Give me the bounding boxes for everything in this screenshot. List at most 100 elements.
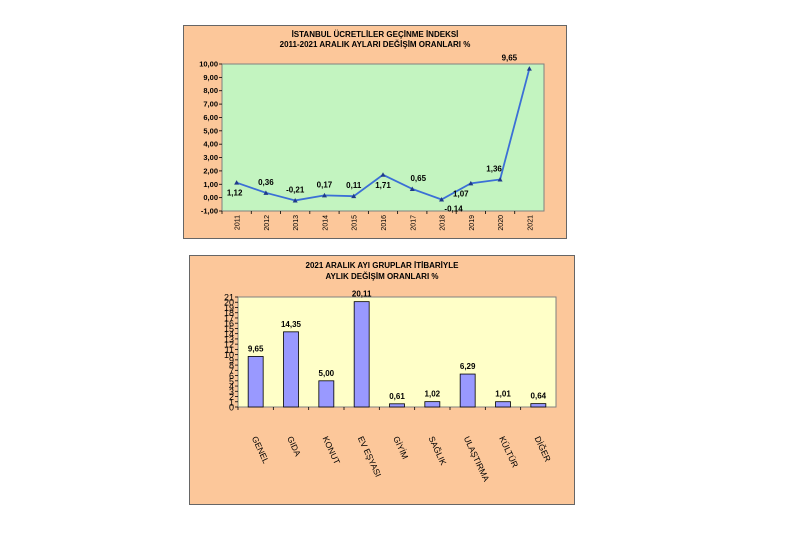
y-tick-label: 5 <box>229 376 234 386</box>
y-tick-label: 9 <box>229 355 234 365</box>
data-label: 1,01 <box>495 390 511 399</box>
data-point-marker <box>351 193 357 199</box>
data-point-marker <box>409 186 415 191</box>
y-tick-label: 14 <box>224 329 234 339</box>
y-tick-label: 15 <box>224 324 234 334</box>
y-tick-label: 18 <box>224 308 234 318</box>
data-label: 0,17 <box>317 180 333 189</box>
y-tick-label: 12 <box>224 340 234 350</box>
data-label: 0,65 <box>410 174 426 183</box>
data-label: -0,14 <box>444 205 463 214</box>
data-label: 9,65 <box>502 54 518 63</box>
y-tick-label: 8 <box>229 361 234 371</box>
x-tick-label: GENEL <box>250 435 271 466</box>
y-tick-label: 19 <box>224 303 234 313</box>
data-label: 14,35 <box>281 320 302 329</box>
x-tick-label: 2017 <box>410 215 417 231</box>
y-tick-label: 11 <box>225 345 234 355</box>
data-label: 1,02 <box>425 390 441 399</box>
y-tick-label: 3,00 <box>203 153 218 162</box>
y-tick-label: 7,00 <box>203 100 218 109</box>
bar <box>318 380 335 408</box>
x-tick-label: GİYİM <box>391 435 410 461</box>
data-point-marker <box>321 192 327 198</box>
chart-title: 2021 ARALIK AYI GRUPLAR İTİBARİYLE <box>305 261 459 270</box>
data-label: 0,64 <box>531 392 547 401</box>
data-label: 1,12 <box>227 189 243 198</box>
data-label: 9,65 <box>248 344 264 353</box>
x-tick-label: 2012 <box>264 215 271 231</box>
y-tick-label: 3 <box>229 387 234 397</box>
data-label: 0,61 <box>389 392 405 401</box>
data-point-marker <box>468 180 474 186</box>
y-tick-label: 10 <box>224 350 234 360</box>
bar <box>353 301 370 408</box>
data-point-marker <box>263 190 269 195</box>
x-tick-label: SAĞLIK <box>427 435 449 467</box>
data-label: 1,07 <box>453 189 469 198</box>
y-tick-label: 1,00 <box>203 180 218 189</box>
x-tick-label: GIDA <box>285 435 303 458</box>
x-tick-label: 2013 <box>293 215 300 231</box>
data-label: 20,11 <box>352 290 372 299</box>
x-tick-label: 2015 <box>352 215 359 231</box>
x-tick-label: KONUT <box>321 435 343 466</box>
data-label: -0,21 <box>286 185 305 194</box>
y-tick-label: 6,00 <box>203 113 218 122</box>
y-tick-label: 7 <box>229 366 234 376</box>
y-tick-label: 17 <box>224 313 234 323</box>
y-tick-label: 16 <box>224 319 234 329</box>
data-point-marker <box>292 197 298 203</box>
y-tick-label: 9,00 <box>203 73 218 82</box>
data-label: 5,00 <box>319 369 335 378</box>
x-tick-label: ULAŞTIRMA <box>462 435 492 484</box>
data-label: 0,11 <box>346 181 362 190</box>
plot-area <box>221 63 545 212</box>
x-tick-label: DİĞER <box>533 435 553 464</box>
x-tick-label: 2020 <box>498 215 505 231</box>
y-tick-label: 13 <box>224 334 234 344</box>
data-point-marker <box>526 66 532 71</box>
x-tick-label: 2011 <box>235 215 242 230</box>
x-tick-label: KÜLTÜR <box>497 435 520 469</box>
y-tick-label: 8,00 <box>203 86 218 95</box>
y-tick-label: -1,00 <box>201 207 218 216</box>
group-change-bar-chart: 2021 ARALIK AYI GRUPLAR İTİBARİYLE AYLIK… <box>189 255 575 505</box>
y-tick-label: 5,00 <box>203 126 218 135</box>
data-point-marker <box>234 180 240 185</box>
data-label: 0,36 <box>258 178 274 187</box>
chart-title: İSTANBUL ÜCRETLİLER GEÇİNME İNDEKSİ <box>291 30 459 39</box>
y-tick-label: 10,00 <box>199 60 218 69</box>
y-tick-label: 2,00 <box>203 166 218 175</box>
data-label: 6,29 <box>460 362 476 371</box>
bar <box>389 403 405 408</box>
data-point-marker <box>380 172 386 177</box>
bar <box>459 373 476 408</box>
x-tick-label: 2016 <box>381 215 388 231</box>
data-point-marker <box>439 197 445 202</box>
x-tick-label: 2018 <box>440 215 447 231</box>
x-tick-label: 2019 <box>469 215 476 231</box>
y-tick-label: 2 <box>229 392 234 402</box>
x-tick-label: 2021 <box>527 215 534 231</box>
cost-of-living-line-chart: İSTANBUL ÜCRETLİLER GEÇİNME İNDEKSİ 2011… <box>183 25 567 239</box>
x-tick-label: 2014 <box>322 215 329 231</box>
x-tick-label: EV EŞYASI <box>356 435 384 479</box>
chart-subtitle: AYLIK DEĞİŞİM ORANLARI % <box>325 272 439 281</box>
bar <box>247 356 264 408</box>
bar <box>424 401 441 408</box>
data-point-marker <box>497 176 503 182</box>
bar <box>495 401 511 408</box>
data-label: 1,71 <box>375 181 391 190</box>
data-label: 1,36 <box>486 164 502 173</box>
bar <box>283 331 299 408</box>
y-tick-label: 21 <box>224 293 234 303</box>
y-tick-label: 0 <box>229 403 234 413</box>
y-tick-label: 20 <box>224 298 234 308</box>
y-tick-label: 6 <box>229 371 234 381</box>
y-tick-label: 0,00 <box>203 193 218 202</box>
bar <box>530 403 547 408</box>
bar-chart-svg: 01234567891011121314151617181920219,65GE… <box>224 290 557 484</box>
y-tick-label: 4 <box>229 382 234 392</box>
chart-subtitle: 2011-2021 ARALIK AYLARI DEĞİŞİM ORANLARI… <box>279 40 471 49</box>
